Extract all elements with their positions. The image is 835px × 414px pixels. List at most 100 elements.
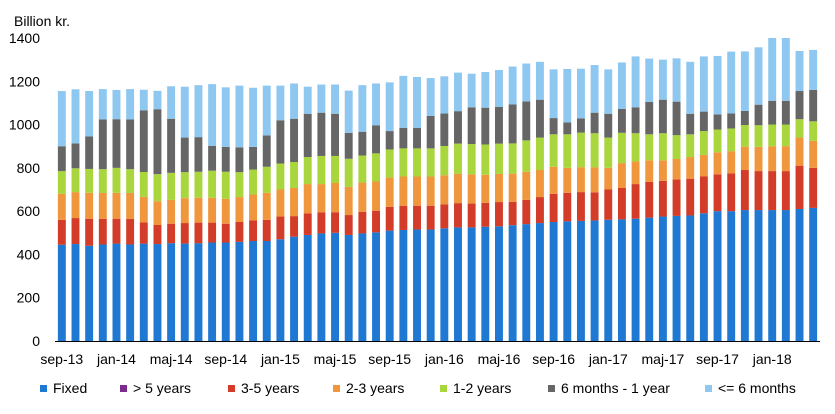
bar-segment [454,173,462,204]
bar-segment [495,70,503,107]
bar-segment [235,172,244,198]
bar-segment [522,63,531,102]
legend-item: <= 6 months [705,380,796,396]
bar-segment [139,222,148,244]
bar-segment [740,125,749,147]
bar-segment [768,100,777,125]
bar-segment [781,38,790,101]
bar-segment [262,192,271,220]
bar-segment [699,154,708,177]
bar-segment [727,173,736,212]
bar-segment [590,112,599,134]
bar-segment [440,228,449,341]
bar-segment [194,171,203,198]
bar-segment [727,151,736,174]
bar-segment [167,118,176,173]
x-axis-ticks: sep-13 jan-14 maj-14 sep-14 jan-15 maj-15 sep-… [40,351,791,367]
bar-segment [754,171,763,211]
bar-segment [372,210,380,233]
bar-segment [262,135,271,167]
bar-segment [576,167,585,193]
bar-segment [317,84,326,113]
bar-segment [795,165,804,209]
bar-segment [686,61,695,114]
legend-label: <= 6 months [718,380,796,396]
bar-segment [713,152,722,175]
bar-segment [57,171,66,194]
bar-segment [276,120,285,164]
bar-segment [727,211,736,341]
bar-segment [590,167,599,193]
y-tick-label: 200 [17,290,41,306]
bar-segment [331,113,339,156]
bar-segment [467,227,476,342]
bar-segment [317,184,326,213]
bar-segment [399,229,408,341]
legend-swatch [228,384,235,392]
bar-segment [481,226,490,341]
x-tick-label: jan-15 [260,351,300,367]
bar-segment [495,106,503,144]
bar-segment [549,69,558,119]
bar-segment [467,107,476,145]
bar-segment [126,89,135,120]
bar-segment [781,124,790,147]
bar-segment [153,201,162,225]
bar-segment [303,213,312,235]
bar-segment [358,85,367,132]
bar-segment [399,205,408,230]
x-tick-label: jan-18 [752,351,792,367]
bar-segment [508,143,517,174]
bar-segment [276,239,285,341]
bar-segment [221,242,230,341]
bar-segment [508,225,517,341]
bar-segment [495,143,503,174]
bar-segment [604,69,613,114]
bar-segment [426,115,435,149]
bar-segment [249,87,258,147]
bar-segment [344,186,353,216]
bar-segment [126,218,135,245]
bar-segment [290,118,299,163]
bar-segment [631,161,640,185]
bar-segment [180,198,189,224]
bar-segment [754,104,763,126]
bar-segment [372,83,380,126]
bar-segment [495,202,503,227]
legend-swatch [705,384,712,392]
bar-segment [71,168,80,193]
bar-segment [768,210,777,341]
bar-segment [658,216,667,341]
bar-segment [699,176,708,214]
bar-segment [617,219,626,341]
bar-segment [71,244,80,341]
bar-segment [535,223,544,341]
bar-segment [658,59,667,100]
bar-segment [576,220,585,341]
bar-segment [399,75,408,128]
bar-segment [481,144,490,175]
bar-segment [563,167,572,193]
bar-segment [331,232,339,341]
bar-segment [631,56,640,108]
bar-segment [344,90,353,133]
bar-segment [809,167,818,208]
bar-segment [454,72,462,112]
bar-segment [180,243,189,341]
x-tick-label: sep-13 [40,351,83,367]
bar-segment [604,189,613,220]
bar-segment [481,202,490,227]
legend-label: 6 months - 1 year [561,380,670,396]
bar-segment [535,197,544,224]
bar-segment [358,233,367,341]
bar-segment [658,180,667,217]
bar-segment [194,137,203,172]
bar-segment [126,169,135,193]
bar-segment [249,194,258,221]
y-axis-ticks: 0 200 400 600 800 1000 1200 1400 [9,30,40,349]
bar-segment [781,146,790,172]
x-tick-label: sep-14 [204,351,247,367]
bar-segment [221,223,230,243]
bar-segment [98,89,107,120]
bar-segment [590,220,599,341]
